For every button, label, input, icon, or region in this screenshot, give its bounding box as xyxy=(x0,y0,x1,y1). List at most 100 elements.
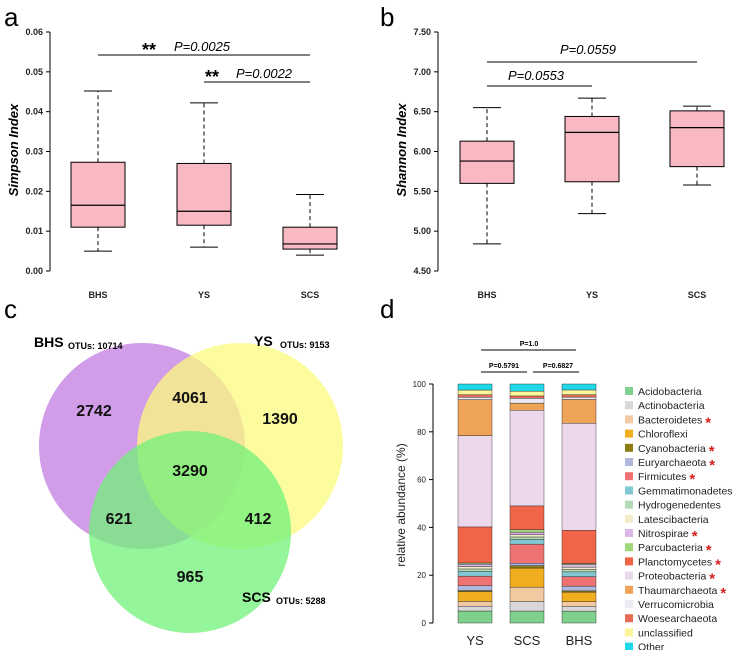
bar-segment-thaumarchaeota xyxy=(457,399,493,436)
venn-count-scs-only: 965 xyxy=(177,569,204,586)
panel-d: d relative abundance (%) 0 20 40 60 80 100 YS… xyxy=(380,294,733,650)
panel-b-ytick-label: 7.00 xyxy=(413,67,431,77)
panel-a-ytick-label: 0.00 xyxy=(25,266,43,276)
legend-item-hydrogenedentes: Hydrogenedentes xyxy=(625,500,721,512)
panel-d-ytick-label: 100 xyxy=(413,380,427,389)
bar-segment-other xyxy=(561,383,597,391)
stacked-bar-ys xyxy=(457,383,493,624)
panel-a-sig-2: ** xyxy=(205,67,219,87)
legend-swatch xyxy=(625,387,633,395)
legend-label: Bacteroidetes xyxy=(638,414,702,426)
legend-swatch xyxy=(625,458,633,466)
panel-a-xtick-label: YS xyxy=(198,290,210,300)
legend-swatch xyxy=(625,543,633,552)
venn-set-bhs-name: BHS xyxy=(34,334,64,350)
bar-segment-bacteroidetes xyxy=(457,601,493,607)
bar-segment-woesearchaeota xyxy=(561,394,597,398)
venn-set-ys-otus: OTUs: 9153 xyxy=(280,340,330,350)
venn-count-bhs-only: 2742 xyxy=(76,403,112,420)
bar-segment-verrucomicrobia xyxy=(561,396,597,400)
bar-segment-planctomycetes xyxy=(509,505,545,530)
bar-segment-nitrospirae xyxy=(457,563,493,567)
bar-segment-euryarchaeota xyxy=(561,585,597,592)
bar-segment-firmicutes xyxy=(561,576,597,587)
venn-count-bhs-scs: 621 xyxy=(106,511,133,528)
venn-set-scs-name: SCS xyxy=(242,589,271,605)
legend-swatch xyxy=(625,486,633,495)
panel-d-pval-2: P=0.5791 xyxy=(489,363,519,370)
panel-d-xtick-label: SCS xyxy=(514,633,541,648)
legend-item-bacteroidetes: Bacteroidetes * xyxy=(625,414,711,431)
bar-segment-acidobacteria xyxy=(561,610,597,624)
legend-swatch xyxy=(625,571,633,580)
legend-item-woesearchaeota: Woesearchaeota xyxy=(625,613,717,625)
panel-a-xtick-label: SCS xyxy=(301,290,320,300)
bar-segment-gemmatimonadetes xyxy=(457,571,493,577)
panel-d-pval-3: P=0.6827 xyxy=(543,363,573,370)
legend-label: Proteobacteria xyxy=(638,571,706,583)
panel-d-ylabel: relative abundance (%) xyxy=(394,443,408,566)
significance-star: * xyxy=(689,471,695,488)
significance-star: * xyxy=(709,457,715,474)
legend-label: Other xyxy=(638,642,665,650)
legend-item-firmicutes: Firmicutes * xyxy=(625,471,695,488)
bar-segment-latescibacteria xyxy=(561,566,597,570)
bar-segment-chloroflexi xyxy=(457,591,493,602)
legend-label: Gemmatimonadetes xyxy=(638,485,733,497)
panel-b-pval-2: P=0.0553 xyxy=(508,68,565,83)
legend-swatch xyxy=(625,472,633,481)
legend-label: Actinobacteria xyxy=(638,400,705,412)
panel-b-ytick-label: 5.00 xyxy=(413,226,431,236)
bar-segment-nitrospirae xyxy=(509,531,545,535)
bar-segment-bacteroidetes xyxy=(509,586,545,602)
panel-b-box-bhs xyxy=(459,107,515,245)
legend-label: unclassified xyxy=(638,627,693,639)
bar-segment-unclassified xyxy=(509,390,545,397)
panel-b-ytick-label: 4.50 xyxy=(413,266,431,276)
bar-segment-nitrospirae xyxy=(561,564,597,568)
legend-item-nitrospirae: Nitrospirae * xyxy=(625,528,698,545)
bar-segment-parcubacteria xyxy=(509,529,545,533)
stacked-bar-bhs xyxy=(561,383,597,624)
panel-a-label: a xyxy=(4,2,19,32)
panel-b-iqr-box xyxy=(564,115,620,183)
bar-segment-latescibacteria xyxy=(457,566,493,570)
bar-segment-acidobacteria xyxy=(509,610,545,624)
bar-segment-chloroflexi xyxy=(509,567,545,588)
bar-segment-thaumarchaeota xyxy=(561,399,597,424)
panel-d-ytick-label: 40 xyxy=(417,523,426,532)
legend-swatch xyxy=(625,585,633,594)
legend-swatch xyxy=(625,500,633,509)
panel-d-ytick-label: 80 xyxy=(417,428,426,437)
panel-a-ytick-label: 0.03 xyxy=(25,147,43,157)
significance-star: * xyxy=(692,528,698,545)
legend-swatch xyxy=(625,514,633,523)
legend-swatch xyxy=(625,557,633,566)
legend-label: Euryarchaeota xyxy=(638,457,706,469)
bar-segment-actinobacteria xyxy=(561,606,597,612)
panel-c-label: c xyxy=(4,294,17,324)
legend-item-chloroflexi: Chloroflexi xyxy=(625,429,688,441)
bar-segment-euryarchaeota xyxy=(509,563,545,566)
panel-b-box-ys xyxy=(564,97,620,215)
bar-segment-other xyxy=(509,383,545,392)
legend-label: Nitrospirae xyxy=(638,528,689,540)
panel-d-xtick-label: YS xyxy=(466,633,484,648)
panel-b-xtick-label: SCS xyxy=(688,290,707,300)
panel-a-sig-1: ** xyxy=(142,40,156,60)
venn-set-scs-otus: OTUs: 5288 xyxy=(276,596,326,606)
venn-count-bhs-ys: 4061 xyxy=(172,390,208,407)
panel-d-ytick-label: 0 xyxy=(422,619,427,628)
panel-d-ytick-label: 20 xyxy=(417,571,426,580)
panel-a-ytick-label: 0.05 xyxy=(25,67,43,77)
panel-b-ytick-label: 6.00 xyxy=(413,147,431,157)
legend-item-actinobacteria: Actinobacteria xyxy=(625,400,705,412)
bar-segment-thaumarchaeota xyxy=(509,402,545,411)
legend-item-proteobacteria: Proteobacteria * xyxy=(625,571,715,588)
bar-segment-actinobacteria xyxy=(457,605,493,612)
legend-item-thaumarchaeota: Thaumarchaeota * xyxy=(625,585,726,602)
bar-segment-bacteroidetes xyxy=(561,601,597,607)
significance-star: * xyxy=(709,443,715,460)
panel-a: a Simpson Index 0.00 0.01 0.02 0.03 0.04 0.05… xyxy=(4,2,338,300)
